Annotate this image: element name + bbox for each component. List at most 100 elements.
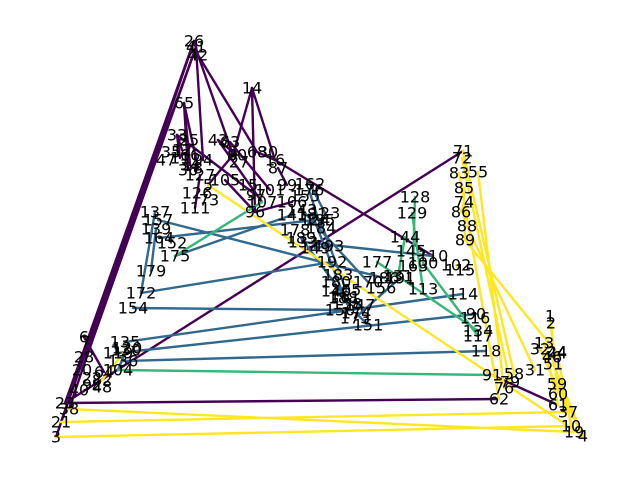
node-label: 184 [306,219,337,238]
graph-edge [555,382,585,438]
node-label: 120 [112,339,143,358]
graph-edge [216,138,264,204]
node-label: 158 [332,295,363,314]
node-label: 130 [111,341,142,360]
node-label: 31 [525,361,545,380]
node-label: 51 [543,355,563,374]
node-label: 6 [79,328,89,347]
graph-edge [375,260,480,333]
node-label: 65 [174,94,194,113]
node-label: 14 [242,79,262,98]
node-label: 176 [294,181,325,200]
node-label: 131 [383,267,414,286]
node-label: 42 [188,46,208,65]
graph-edge [139,260,334,295]
node-label: 36 [178,161,198,180]
node-label: 5 [203,176,213,195]
graph-edge [313,244,331,250]
node-label: 62 [489,390,509,409]
node-label: 90 [466,305,486,324]
node-label: 123 [310,204,341,223]
node-label: 161 [330,288,361,307]
graph-edge [123,292,465,344]
node-label: 104 [103,361,134,380]
node-label: 110 [418,247,449,266]
graph-edge [175,133,258,197]
node-label: 150 [325,301,356,320]
node-label: 157 [143,211,174,230]
graph-edge [308,182,327,215]
node-label: 68 [247,143,267,162]
node-label: 2 [546,314,556,333]
node-label: 136 [108,352,139,371]
node-label: 11 [170,149,190,168]
node-label: 145 [396,242,427,261]
node-label: 85 [454,179,474,198]
graph-edge [459,200,466,214]
graph-edge [462,186,467,242]
node-label: 174 [341,304,372,323]
node-label: 91 [482,366,502,385]
graph-edge [206,183,585,438]
node-label: 15 [238,176,258,195]
node-label: 191 [385,269,416,288]
node-label: 88 [457,217,477,236]
graph-edge [307,188,323,230]
node-label: 188 [328,289,359,308]
node-label: 173 [340,309,371,328]
node-label: 119 [103,344,134,363]
node-label: 60 [548,385,568,404]
graph-edge [121,349,488,363]
graph-edge [463,238,559,355]
node-label: 20 [72,361,92,380]
node-label: 111 [180,199,211,218]
node-label: 92 [82,376,102,395]
node-label: 189 [286,229,317,248]
node-label: 139 [141,220,172,239]
graph-edge [454,263,462,272]
node-label: 25 [179,131,199,150]
node-label: 170 [353,273,384,292]
node-label: 179 [136,262,167,281]
node-label: 117 [463,327,494,346]
graph-edge [157,218,317,240]
graph-edge [457,171,501,401]
node-label: 4 [578,427,588,446]
node-label: 61 [548,396,568,415]
node-label: 32 [530,340,550,359]
graph-edge [156,218,386,280]
node-label: 76 [494,379,514,398]
graph-edge [206,153,235,187]
node-label: 140 [321,282,352,301]
node-label: 80 [227,146,247,165]
graph-edge [116,312,478,355]
node-label: 1 [545,307,555,326]
node-label: 172 [126,284,157,303]
node-label: 38 [59,400,79,419]
node-label: 178 [280,221,311,240]
graph-edge [549,321,560,396]
graph-edge [196,53,235,157]
node-label: 105 [210,171,241,190]
graph-edge [173,213,294,258]
node-label: 37 [558,403,578,422]
node-label: 124 [300,211,331,230]
node-label: 144 [390,228,421,247]
node-label: 107 [247,193,278,212]
node-label: 40 [69,381,89,400]
node-label: 26 [184,32,204,51]
node-label: 94 [193,151,213,170]
graph-edge [538,347,570,414]
node-label: 163 [398,257,429,276]
graph-edge [465,224,537,372]
node-label: 96 [245,203,265,222]
node-label: 118 [471,342,502,361]
node-label: 21 [51,413,71,432]
graph-edge [476,170,506,390]
node-label: 82 [92,371,112,390]
node-label: 13 [534,334,554,353]
graph-edge [149,227,158,273]
graph-edge [318,218,348,292]
node-label: 183 [323,266,354,285]
